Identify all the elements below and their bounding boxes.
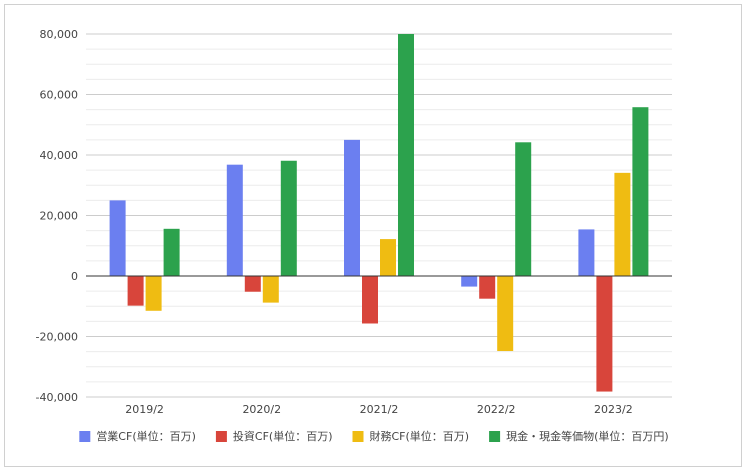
bar — [362, 276, 378, 324]
legend-label: 営業CF(単位：百万) — [96, 429, 196, 443]
legend-swatch — [352, 431, 364, 442]
bar — [398, 34, 414, 276]
legend-label: 財務CF(単位：百万) — [370, 429, 470, 443]
legend-swatch — [79, 431, 91, 442]
bar — [109, 200, 126, 276]
y-tick-label: 80,000 — [40, 28, 79, 41]
bar — [632, 107, 649, 276]
bar — [479, 276, 496, 299]
y-tick-label: -20,000 — [36, 331, 78, 344]
legend-swatch — [489, 431, 501, 442]
x-tick-label: 2019/2 — [125, 403, 164, 416]
bar — [127, 276, 144, 306]
y-tick-label: 0 — [71, 270, 78, 283]
x-tick-label: 2021/2 — [360, 403, 399, 416]
legend: 営業CF(単位：百万) 投資CF(単位：百万) 財務CF(単位：百万) 現金・現金等価… — [79, 429, 669, 443]
legend-item[interactable]: 現金・現金等価物(単位：百万円) — [489, 429, 669, 443]
bar — [145, 276, 162, 311]
legend-item[interactable]: 営業CF(単位：百万) — [79, 429, 196, 443]
bar — [380, 239, 396, 276]
bar — [344, 139, 360, 276]
x-tick-label: 2022/2 — [477, 403, 516, 416]
bar — [280, 160, 297, 276]
x-tick-label: 2020/2 — [242, 403, 281, 416]
bars — [109, 34, 649, 392]
bar — [497, 276, 514, 352]
bar — [515, 142, 532, 276]
bar — [461, 276, 478, 287]
y-tick-label: 20,000 — [40, 210, 79, 223]
legend-item[interactable]: 投資CF(単位：百万) — [215, 429, 333, 443]
bar — [244, 276, 261, 292]
y-tick-label: -40,000 — [36, 391, 78, 404]
bar — [614, 172, 631, 276]
legend-swatch — [215, 431, 227, 442]
y-tick-label: 60,000 — [40, 89, 79, 102]
bar — [262, 276, 279, 303]
legend-label: 投資CF(単位：百万) — [233, 429, 333, 443]
y-tick-label: 40,000 — [40, 149, 79, 162]
bar — [226, 164, 243, 276]
y-axis-tick-labels: 80,000 60,000 40,000 20,000 0 -20,000 -40,000 — [36, 28, 78, 404]
x-axis-tick-labels: 2019/2 2020/2 2021/2 2022/2 2023/2 — [125, 403, 633, 416]
bar — [578, 229, 595, 276]
legend-item[interactable]: 財務CF(単位：百万) — [352, 429, 470, 443]
bar — [596, 276, 613, 392]
bar — [163, 228, 180, 276]
grid-lines — [86, 33, 672, 398]
legend-label: 現金・現金等価物(単位：百万円) — [506, 429, 669, 443]
x-tick-label: 2023/2 — [594, 403, 633, 416]
